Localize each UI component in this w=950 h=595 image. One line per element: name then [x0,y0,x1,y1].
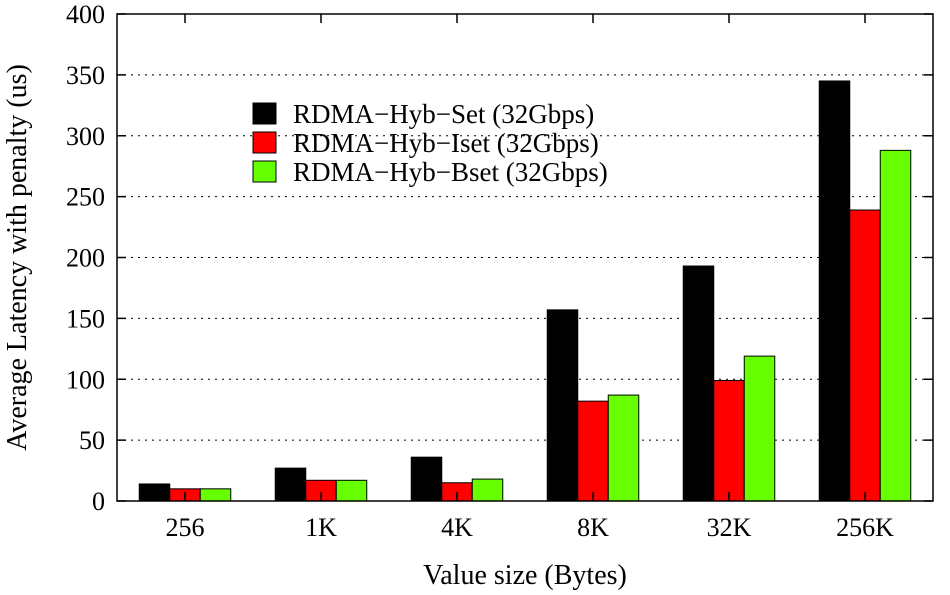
bar-1K-series-1 [274,467,307,502]
x-tick-label: 32K [707,513,752,542]
bar-4K-series-3 [471,478,504,502]
bar-1K-series-3 [335,479,368,502]
legend-label-3: RDMA−Hyb−Bset (32Gbps) [293,157,608,187]
bar-8K-series-3 [607,394,640,502]
bar-256K-series-3 [879,149,912,502]
y-tick-label: 100 [66,365,105,394]
y-axis: 0 50 100 150 200 250 300 350 400 [66,0,933,516]
x-axis-title: Value size (Bytes) [423,560,627,591]
x-axis: 256 1K 4K 8K 32K 256K [166,14,894,542]
y-tick-label: 150 [66,304,105,333]
legend-swatch-1 [252,102,277,125]
x-tick-label: 1K [305,513,337,542]
legend-label-2: RDMA−Hyb−Iset (32Gbps) [293,128,599,158]
bar-32K-series-3 [743,355,776,502]
bar-256-series-3 [199,488,232,502]
bar-256K-series-1 [818,80,851,502]
y-tick-label: 200 [66,244,105,273]
x-tick-label: 256K [836,513,894,542]
legend-swatch-3 [252,160,277,183]
y-axis-title: Average Latency with penalty (us) [2,64,33,451]
bar-32K-series-1 [682,265,715,502]
legend: RDMA−Hyb−Set (32Gbps)RDMA−Hyb−Iset (32Gb… [252,99,608,187]
bar-256-series-1 [138,483,171,502]
legend-swatch-2 [252,131,277,154]
y-tick-label: 300 [66,122,105,151]
legend-label-1: RDMA−Hyb−Set (32Gbps) [293,99,594,129]
grid-lines [117,74,933,441]
bar-8K-series-1 [546,309,579,502]
bar-4K-series-1 [410,456,443,502]
bar-256K-series-2 [849,209,881,502]
bar-32K-series-2 [713,379,745,502]
x-tick-label: 8K [577,513,609,542]
y-tick-label: 350 [66,61,105,90]
y-tick-label: 0 [92,487,105,516]
x-tick-label: 256 [166,513,205,542]
y-tick-label: 50 [79,426,105,455]
y-tick-label: 250 [66,183,105,212]
bars [138,80,912,502]
x-tick-label: 4K [441,513,473,542]
y-tick-label: 400 [66,0,105,29]
bar-8K-series-2 [577,400,609,502]
